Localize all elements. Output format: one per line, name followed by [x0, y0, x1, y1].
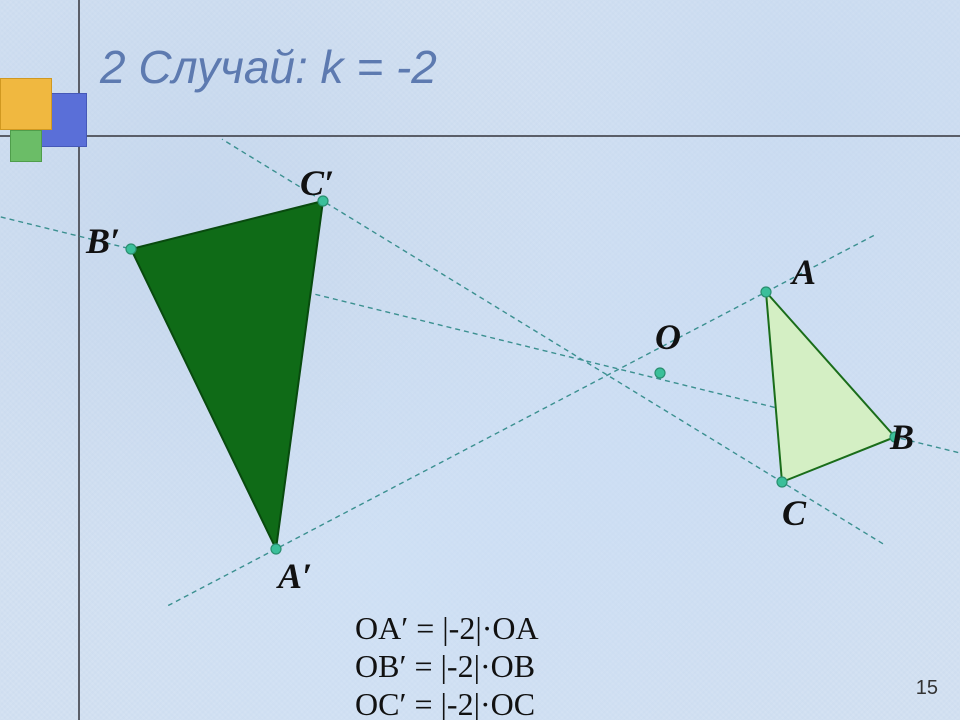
label-O: O [655, 316, 681, 358]
label-Cp: C′ [300, 162, 334, 204]
label-Bp: B′ [86, 220, 120, 262]
formula-line-1: OA′ = |-2|·OA [355, 610, 539, 648]
label-Ap: A′ [278, 555, 312, 597]
formula-line-3: OC′ = |-2|·OC [355, 686, 539, 720]
label-C: C [782, 492, 806, 534]
slide: 2 Случай: k = -2 O A B C A′ B′ C′ OA′ = … [0, 0, 960, 720]
label-B: B [890, 416, 914, 458]
page-number: 15 [916, 677, 938, 700]
formula-line-2: OB′ = |-2|·OB [355, 648, 539, 686]
label-A: A [792, 251, 816, 293]
formulas-block: OA′ = |-2|·OA OB′ = |-2|·OB OC′ = |-2|·O… [355, 610, 539, 720]
